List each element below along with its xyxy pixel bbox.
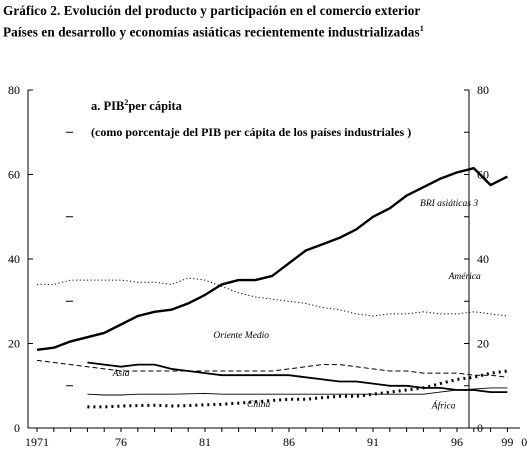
panel-subtitle: (como porcentaje del PIB per cápita de l… [91,125,411,139]
panel-title: a. PIB2per cápita [91,98,183,113]
figure-title-line1: Gráfico 2. Evolución del producto y part… [3,3,421,18]
y-tick-label-right: 40 [477,252,489,266]
series-line-4 [87,361,508,393]
series-label-4: Asia [112,369,130,379]
axis-ticks: 0 0 20 20 40 40 60 60 80 80 1971 76 81 86 91 96 99 0 [8,83,527,449]
x-tick-label: 0 [521,435,527,449]
y-tick-label-left: 40 [8,252,20,266]
series-label-1: BRI asiáticas 3 [420,199,478,209]
figure-title-line2: Países en desarrollo y economías asiátic… [3,24,424,40]
series-line-1 [36,167,508,351]
plot-frame [27,90,520,429]
y-tick-label-left: 80 [8,83,20,97]
y-tick-label-left: 0 [14,421,20,435]
chart-series [36,167,508,409]
series-label-2: América [448,272,481,282]
series-labels: BRI asiáticas 3 América Oriente Medio Asia C… [112,199,481,411]
y-tick-label-right: 20 [477,337,489,351]
y-tick-label-right: 0 [477,421,483,435]
x-tick-label: 96 [451,435,463,449]
series-label-3: Oriente Medio [213,331,269,341]
y-tick-label-right: 60 [477,168,489,182]
y-tick-label-right: 80 [477,83,489,97]
x-tick-label: 1971 [25,435,49,449]
series-label-5: China [247,400,270,410]
y-tick-label-left: 20 [8,337,20,351]
x-tick-label: 99 [501,435,513,449]
x-tick-label: 86 [283,435,295,449]
series-label-6: África [431,400,456,412]
series-line-6 [87,387,508,396]
y-tick-label-left: 60 [8,168,20,182]
series-line-2 [37,277,508,317]
x-tick-label: 91 [367,435,379,449]
series-line-3 [36,359,508,378]
x-tick-label: 76 [115,435,127,449]
x-tick-label: 81 [199,435,211,449]
series-line-5 [87,369,508,409]
